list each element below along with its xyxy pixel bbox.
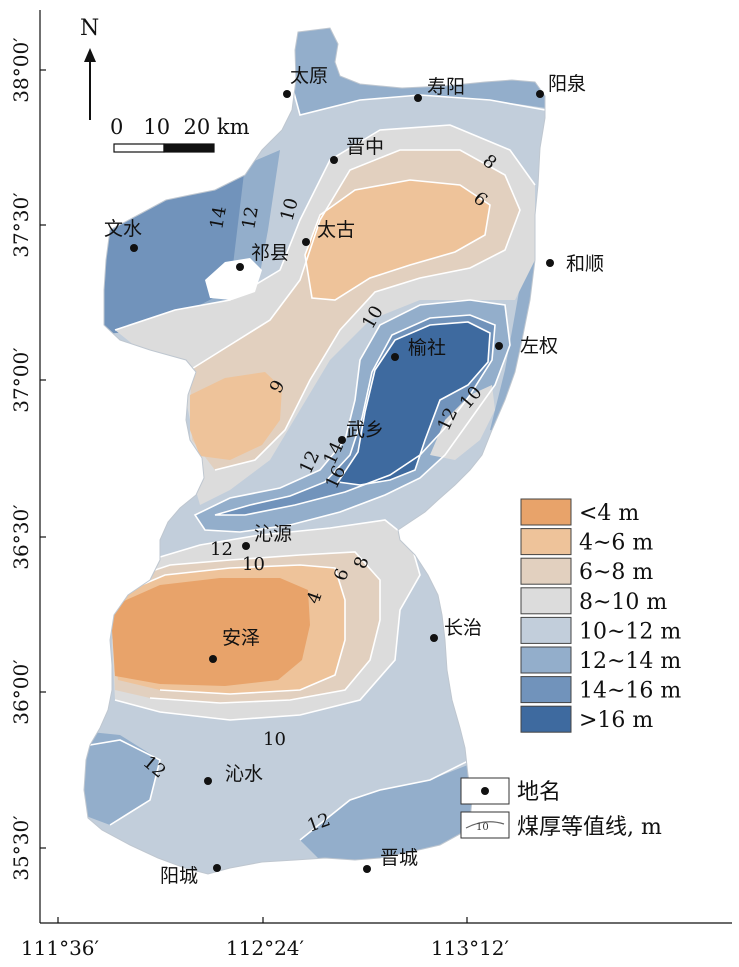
- place-label: 太原: [290, 65, 328, 87]
- legend-item-label: 4~6 m: [579, 531, 653, 556]
- contour-label: 12: [238, 205, 263, 231]
- legend-swatch: [520, 528, 572, 556]
- place-dot-icon: [302, 238, 310, 246]
- contour-label: 10: [263, 729, 286, 750]
- y-tick-label: 36°30′: [9, 504, 33, 570]
- legend-swatch: [520, 557, 572, 585]
- place-dot-icon: [130, 244, 138, 252]
- place-label: 阳城: [160, 865, 198, 887]
- place-dot-icon: [414, 94, 422, 102]
- contour-label: 10: [242, 554, 265, 575]
- place-dot-icon: [536, 90, 544, 98]
- place-dot-icon: [495, 342, 503, 350]
- place-label: 沁水: [225, 763, 263, 785]
- band-gt16-trough: [338, 322, 490, 485]
- place-label: 晋城: [380, 847, 418, 869]
- contour-label: 14: [206, 205, 231, 231]
- basin-outline: [83, 27, 546, 875]
- place-label: 武乡: [346, 419, 384, 441]
- scale-bar: 0 10 20 km: [110, 115, 250, 153]
- legend-item-label: 8~10 m: [579, 590, 667, 615]
- legend-swatch: [520, 676, 572, 704]
- contour-label: 12: [210, 539, 233, 560]
- legend-swatch: [520, 587, 572, 615]
- svg-text:10: 10: [476, 822, 489, 833]
- place-label: 安泽: [222, 627, 260, 649]
- place-label: 晋中: [346, 136, 384, 158]
- place-dot-icon: [330, 156, 338, 164]
- x-tick-label: 113°12′: [431, 936, 510, 960]
- place-dot-icon: [213, 864, 221, 872]
- x-tick-label: 112°24′: [226, 936, 305, 960]
- y-tick-label: 37°00′: [9, 347, 33, 413]
- place-dot-icon: [283, 90, 291, 98]
- y-tick-label: 35°30′: [9, 815, 33, 881]
- contour-lines: [89, 59, 545, 841]
- place-dot-icon: [242, 542, 250, 550]
- y-tick-label: 37°30′: [9, 192, 33, 258]
- place-label: 寿阳: [427, 76, 465, 98]
- place-label: 阳泉: [548, 73, 586, 95]
- legend-symbol-label: 煤厚等值线, m: [517, 815, 662, 840]
- legend-item-label: >16 m: [579, 708, 653, 733]
- band-12-14-southwest: [84, 730, 160, 825]
- place-dot-icon: [338, 436, 346, 444]
- legend-item-label: <4 m: [579, 501, 639, 526]
- legend-symbol-box: [460, 811, 510, 839]
- x-tick-label: 111°36′: [21, 936, 100, 960]
- place-label: 榆社: [408, 337, 446, 359]
- band-4-6-north: [305, 180, 490, 300]
- north-label: N: [80, 16, 99, 41]
- place-dot-icon: [546, 259, 554, 267]
- place-dot-icon: [236, 263, 244, 271]
- legend-swatch: [520, 705, 572, 733]
- y-tick-label: 38°00′: [9, 37, 33, 103]
- legend-swatch: [520, 498, 572, 526]
- place-dot-icon: [391, 353, 399, 361]
- contour-line-icon: 10: [465, 821, 505, 833]
- axis-frame: [39, 10, 732, 924]
- legend-item-label: 6~8 m: [579, 560, 653, 585]
- scale-bar-label: 0 10 20 km: [110, 115, 250, 139]
- legend: <4 m 4~6 m 6~8 m 8~10 m 10~12 m 12~14 m 14~16 …: [460, 498, 681, 840]
- place-label: 长治: [444, 617, 482, 639]
- north-arrow-icon: N: [80, 16, 99, 120]
- place-label: 祁县: [251, 242, 289, 264]
- legend-swatch: [520, 616, 572, 644]
- place-dot-icon: [481, 787, 489, 795]
- band-4-6-west: [190, 372, 282, 460]
- place-label: 太古: [317, 219, 355, 241]
- legend-item-label: 10~12 m: [579, 619, 681, 644]
- band-lt4-south: [112, 578, 310, 686]
- place-dot-icon: [430, 634, 438, 642]
- place-label: 沁源: [254, 523, 292, 545]
- legend-swatch: [520, 646, 572, 674]
- place-label: 和顺: [566, 253, 604, 275]
- place-dot-icon: [204, 777, 212, 785]
- legend-item-label: 12~14 m: [579, 649, 681, 674]
- y-tick-label: 36°00′: [9, 659, 33, 725]
- legend-item-label: 14~16 m: [579, 679, 681, 704]
- place-label: 左权: [520, 335, 558, 357]
- band-8-10-east-lens: [430, 385, 495, 460]
- place-dot-icon: [209, 655, 217, 663]
- legend-symbol-label: 地名: [517, 780, 561, 805]
- place-dot-icon: [363, 865, 371, 873]
- band-12-14-southeast: [300, 760, 480, 870]
- place-label: 文水: [104, 218, 142, 240]
